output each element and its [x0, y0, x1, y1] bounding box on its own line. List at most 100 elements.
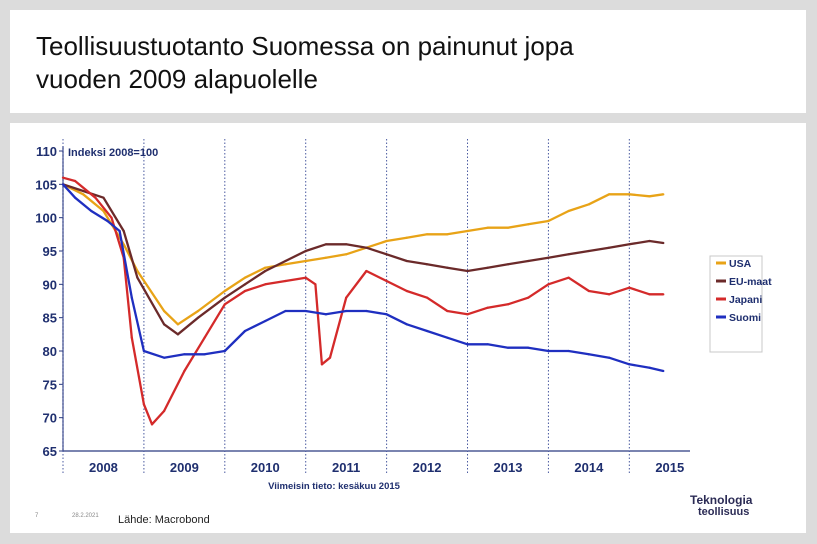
data-point [82, 189, 85, 193]
data-point [527, 223, 530, 226]
data-point [385, 239, 388, 243]
source-text: Lähde: Macrobond [118, 514, 210, 526]
data-point [547, 349, 550, 353]
data-point [74, 179, 77, 183]
data-point [82, 193, 85, 196]
data-point [648, 366, 651, 369]
data-point [324, 313, 328, 316]
data-point [607, 193, 611, 196]
data-point [547, 256, 550, 259]
data-point [345, 243, 348, 246]
legend-box [709, 255, 763, 353]
legend-label: Suomi [729, 312, 761, 324]
data-point [243, 329, 247, 333]
data-point [662, 241, 665, 245]
data-point [405, 259, 408, 263]
data-point [284, 263, 287, 266]
data-point [163, 323, 166, 326]
data-point [405, 236, 408, 239]
data-point [486, 266, 489, 269]
latest-data-note: Viimeisin tieto: kesäkuu 2015 [268, 481, 401, 492]
company-logo: Teknologia teollisuus [690, 494, 752, 518]
data-point [446, 233, 449, 236]
data-point [74, 196, 77, 199]
data-point [506, 303, 510, 306]
data-point [446, 309, 449, 313]
series-line [62, 183, 664, 373]
x-year-label: 2014 [574, 460, 604, 475]
data-point [142, 403, 146, 406]
series-eu-maat [61, 183, 665, 336]
data-point [628, 243, 631, 246]
data-point [662, 369, 665, 373]
data-point [163, 309, 166, 313]
data-point [150, 423, 154, 426]
x-year-label: 2009 [170, 460, 199, 475]
data-point [587, 289, 590, 293]
y-tick-label: 75 [43, 377, 57, 392]
data-point [425, 329, 429, 333]
data-point [223, 349, 226, 353]
data-point [385, 279, 388, 283]
data-point [405, 289, 408, 293]
x-year-label: 2010 [251, 460, 280, 475]
data-point [486, 306, 489, 309]
data-point [425, 263, 429, 266]
data-point [547, 219, 550, 223]
data-point [203, 353, 206, 356]
data-point [130, 296, 133, 299]
y-tick-label: 80 [43, 344, 57, 359]
data-point [506, 263, 510, 266]
data-point [136, 276, 139, 279]
data-point [648, 195, 651, 198]
data-point [547, 283, 550, 286]
data-point [314, 283, 317, 286]
data-point [345, 253, 348, 256]
data-point [628, 193, 631, 196]
data-point [106, 219, 109, 223]
data-point [567, 253, 570, 256]
data-point [223, 303, 226, 306]
data-point [365, 269, 368, 273]
data-point [345, 296, 348, 299]
chart-title: Indeksi 2008=100 [68, 147, 158, 159]
data-point [365, 309, 368, 313]
legend-label: USA [729, 258, 752, 270]
data-point [324, 256, 328, 259]
data-point [61, 183, 65, 186]
data-point [304, 276, 307, 279]
data-point [243, 276, 247, 279]
data-point [284, 259, 287, 263]
data-point [197, 309, 200, 313]
data-point [648, 239, 651, 243]
data-point [163, 356, 166, 359]
data-point [527, 296, 530, 299]
data-point [284, 309, 287, 313]
data-point [118, 229, 121, 233]
data-point [176, 333, 179, 336]
data-point [203, 336, 206, 339]
data-point [662, 193, 665, 196]
series-line [62, 176, 664, 426]
logo-line-1: Teknologia [690, 493, 753, 507]
slide-title-line-1: Teollisuustuotanto Suomessa on painunut … [36, 31, 574, 61]
data-point [607, 356, 611, 359]
data-point [264, 266, 267, 269]
data-point [243, 283, 247, 286]
data-point [110, 216, 113, 219]
data-point [304, 259, 307, 263]
data-point [304, 309, 307, 313]
data-point [122, 229, 125, 233]
data-point [446, 266, 449, 269]
data-point [94, 196, 97, 199]
data-point [486, 226, 489, 229]
slide-date: 28.2.2021 [72, 513, 99, 519]
data-point [102, 196, 105, 199]
y-tick-label: 85 [43, 311, 57, 326]
data-point [466, 269, 469, 273]
data-point [243, 289, 247, 293]
data-point [628, 286, 631, 289]
data-point [223, 296, 226, 299]
data-point [587, 203, 590, 206]
data-point [506, 226, 510, 229]
